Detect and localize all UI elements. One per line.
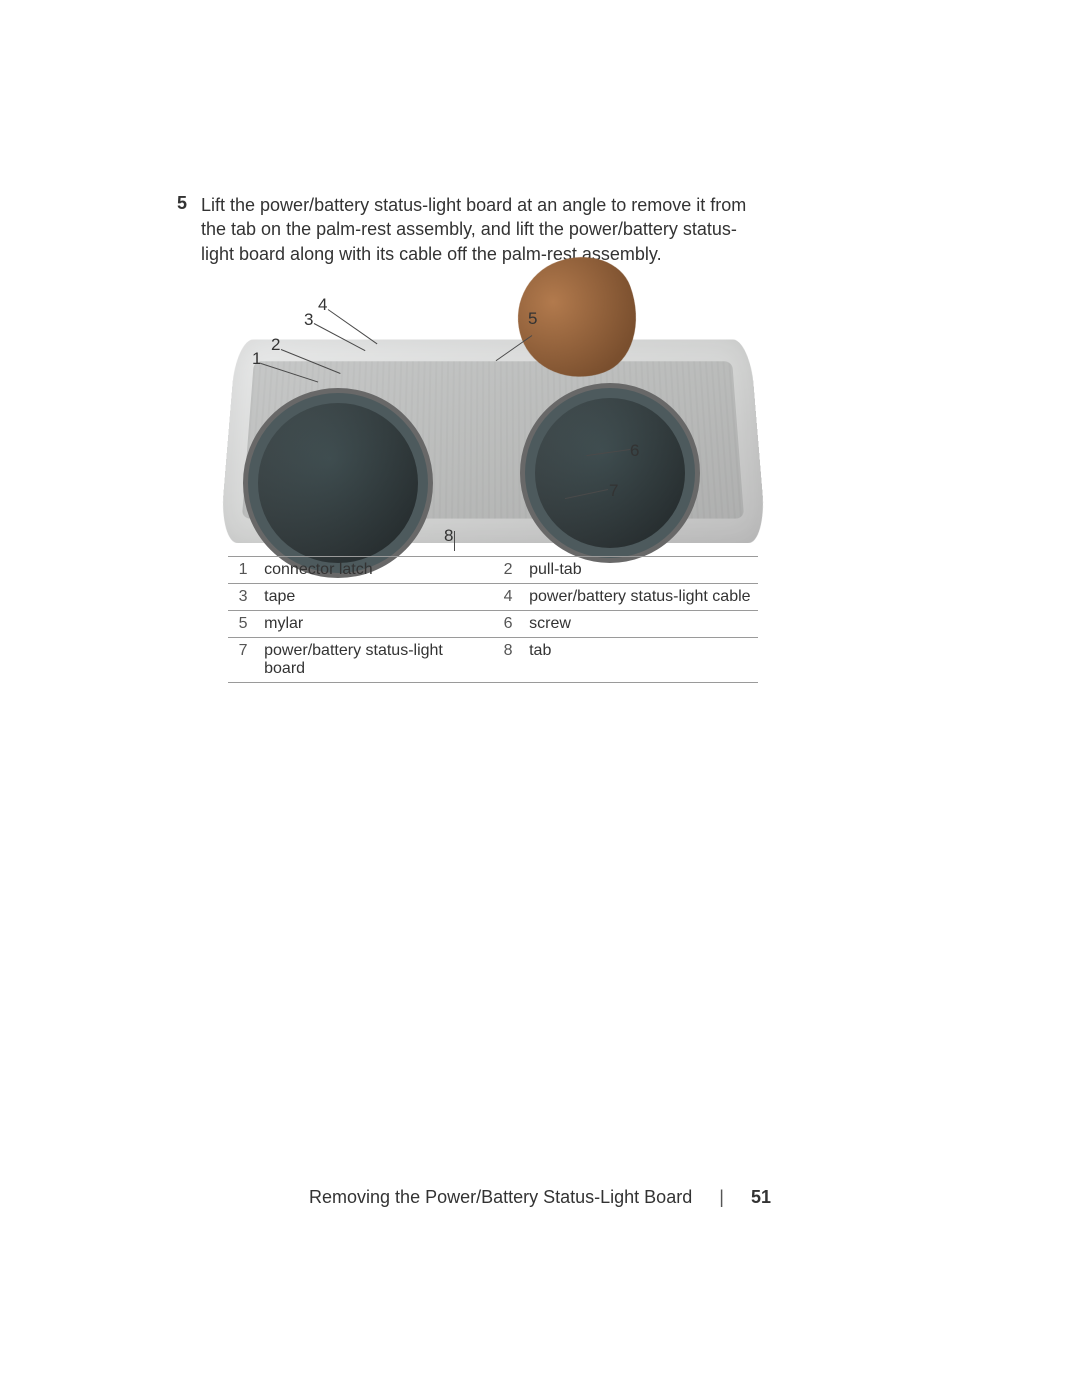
legend-label: tab [529, 638, 758, 683]
legend-label: screw [529, 611, 758, 638]
callout-3: 3 [304, 310, 313, 330]
legend-label: mylar [264, 611, 493, 638]
callout-4: 4 [318, 295, 327, 315]
legend-row: 7 power/battery status-light board 8 tab [228, 638, 758, 683]
legend-num: 1 [228, 557, 264, 584]
step-text: Lift the power/battery status-light boar… [201, 193, 761, 266]
leader-line [454, 531, 455, 551]
legend-num: 4 [493, 584, 529, 611]
legend-label: tape [264, 584, 493, 611]
page-footer: Removing the Power/Battery Status-Light … [0, 1187, 1080, 1208]
legend-body: 1 connector latch 2 pull-tab 3 tape 4 po… [228, 557, 758, 683]
callout-2: 2 [271, 335, 280, 355]
legend-num: 2 [493, 557, 529, 584]
legend-row: 1 connector latch 2 pull-tab [228, 557, 758, 584]
footer-divider: | [697, 1187, 746, 1208]
legend-table: 1 connector latch 2 pull-tab 3 tape 4 po… [228, 556, 758, 683]
arrow-icon [305, 470, 367, 523]
callout-8: 8 [444, 526, 453, 546]
figure-zoom-left [243, 388, 433, 578]
instruction-step: 5 Lift the power/battery status-light bo… [201, 193, 761, 266]
step-number: 5 [177, 193, 187, 214]
legend-num: 7 [228, 638, 264, 683]
legend-num: 5 [228, 611, 264, 638]
callout-7: 7 [609, 481, 618, 501]
legend-label: power/battery status-light cable [529, 584, 758, 611]
callout-1: 1 [252, 349, 261, 369]
document-page: 5 Lift the power/battery status-light bo… [0, 0, 1080, 1397]
legend-num: 6 [493, 611, 529, 638]
footer-title: Removing the Power/Battery Status-Light … [309, 1187, 692, 1207]
legend-num: 3 [228, 584, 264, 611]
page-number: 51 [751, 1187, 771, 1207]
legend-row: 3 tape 4 power/battery status-light cabl… [228, 584, 758, 611]
legend-label: power/battery status-light board [264, 638, 493, 683]
legend-label: connector latch [264, 557, 493, 584]
figure: 1 2 3 4 5 6 7 8 [228, 273, 758, 553]
legend-row: 5 mylar 6 screw [228, 611, 758, 638]
legend-num: 8 [493, 638, 529, 683]
callout-5: 5 [528, 309, 537, 329]
figure-zoom-right [520, 383, 700, 563]
callout-6: 6 [630, 441, 639, 461]
legend-label: pull-tab [529, 557, 758, 584]
